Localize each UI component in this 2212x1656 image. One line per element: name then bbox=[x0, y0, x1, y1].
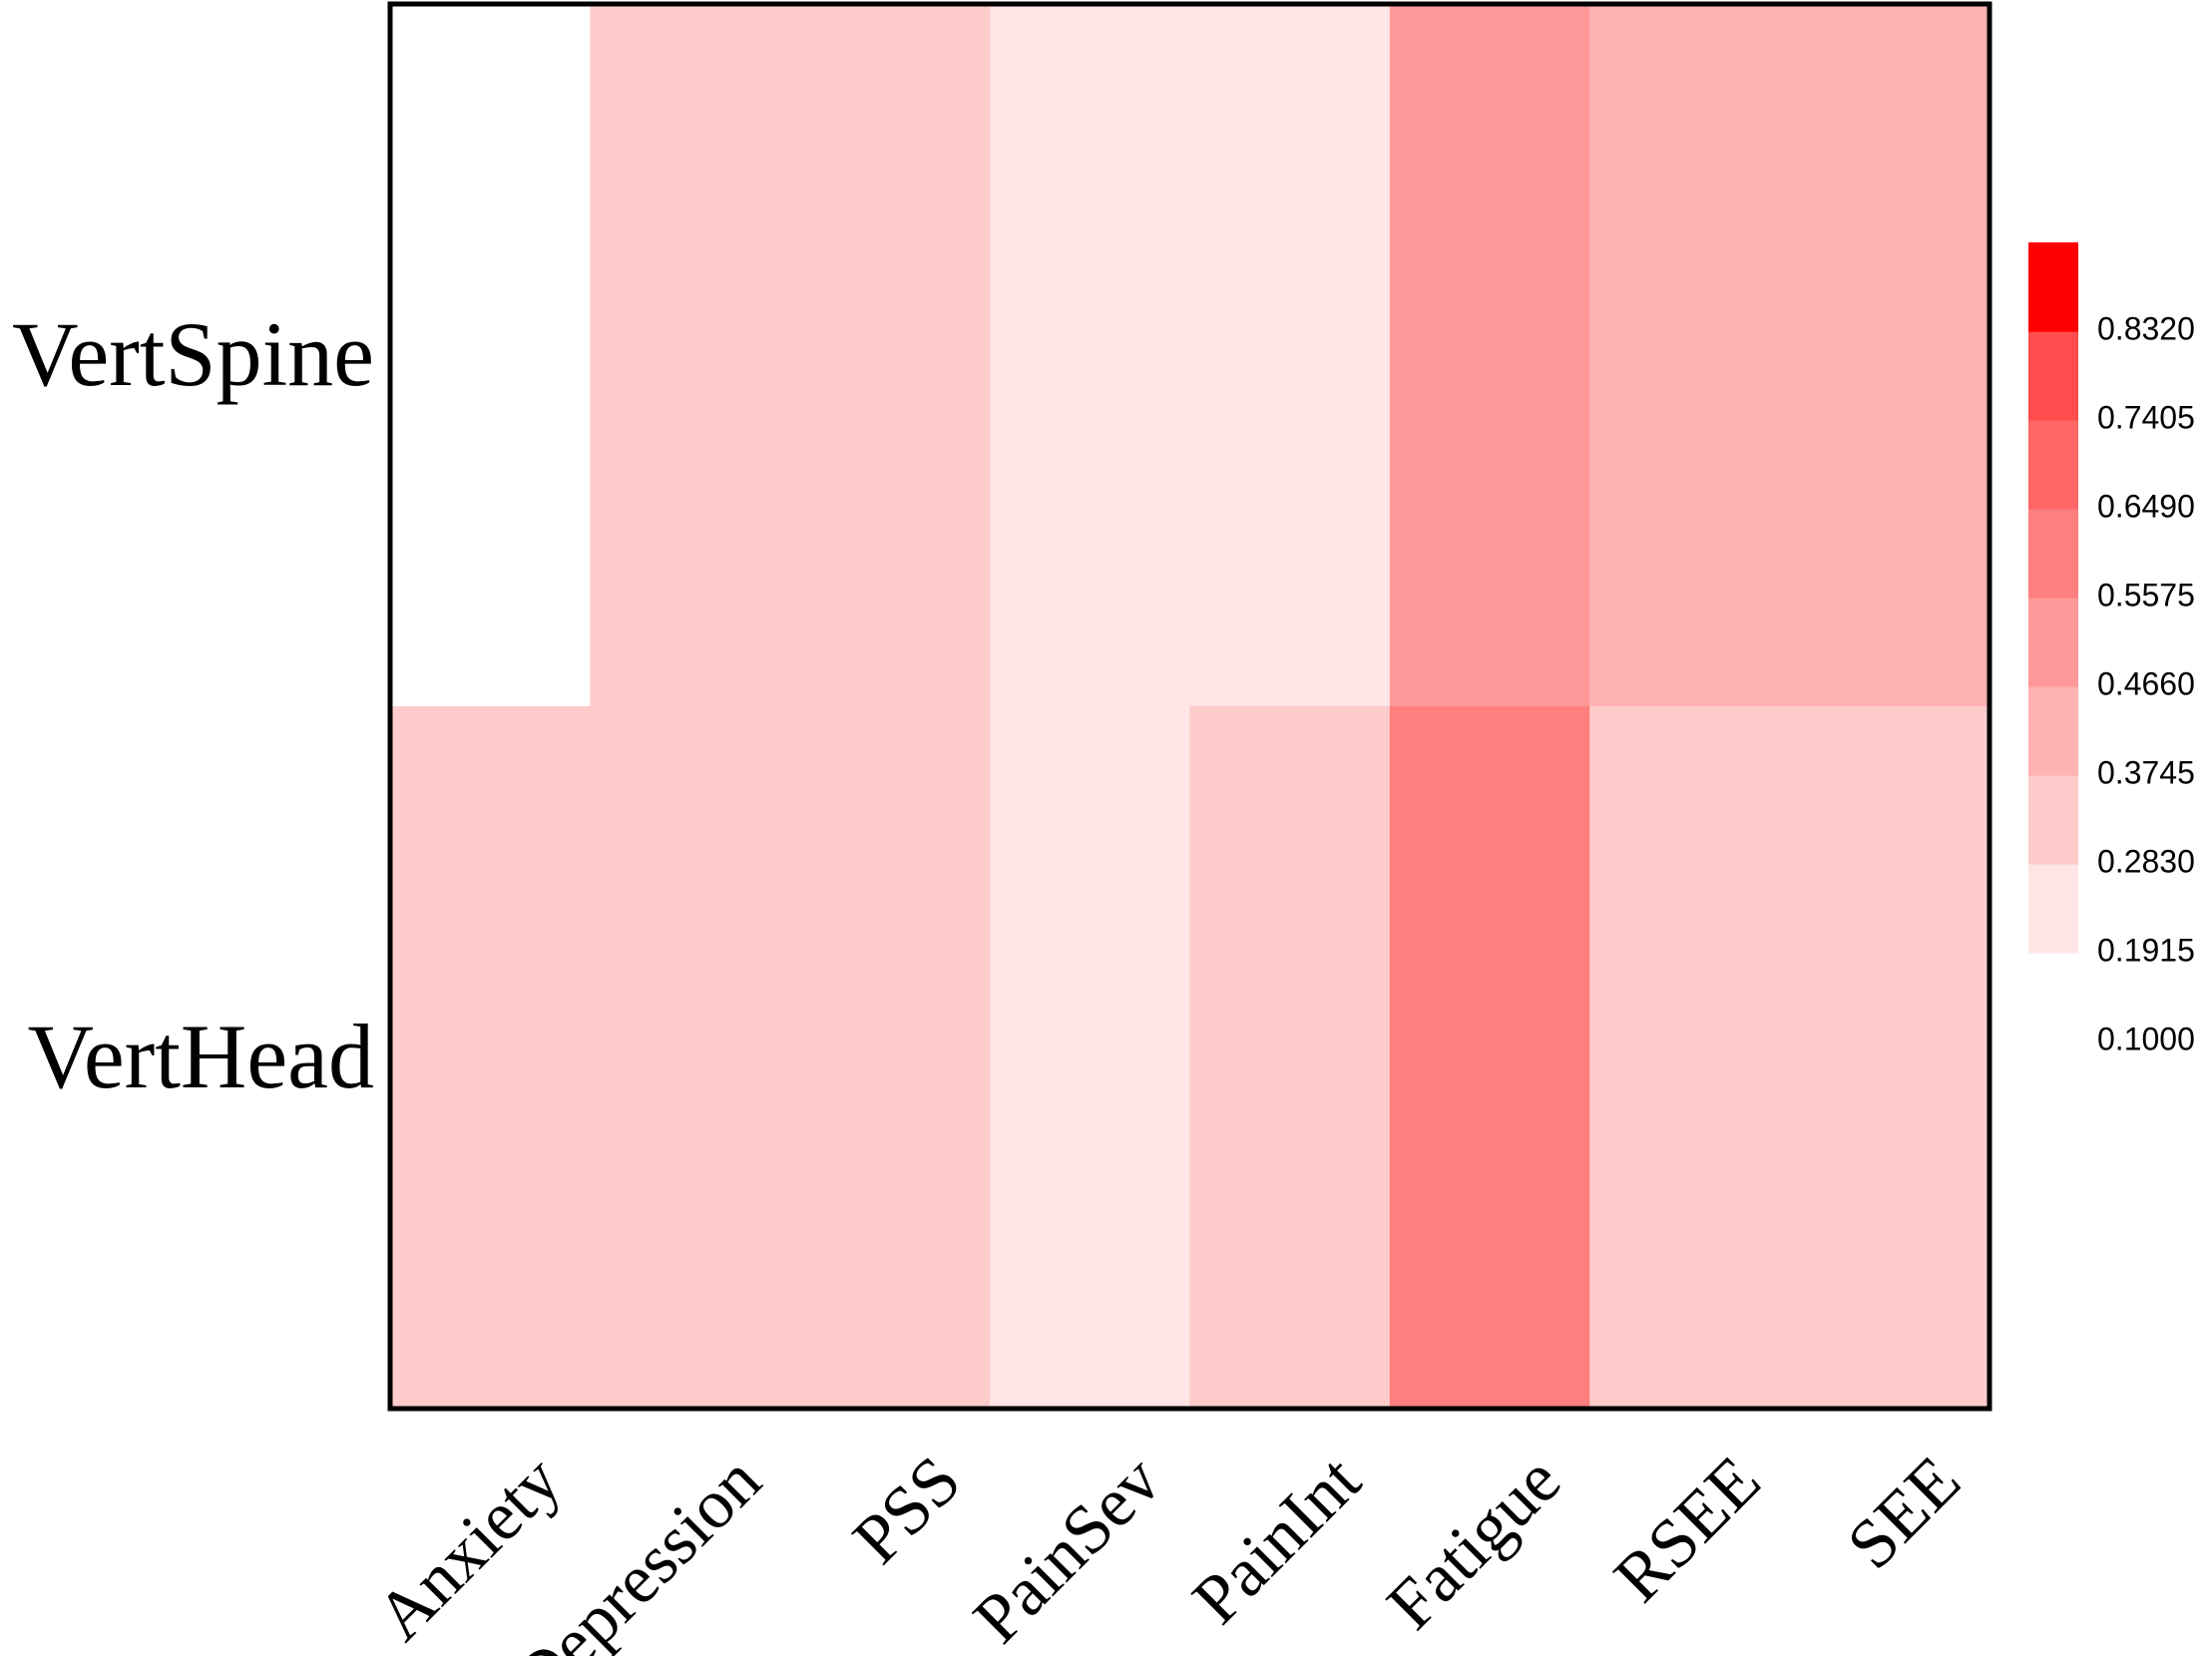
legend-tick-label: 0.8320 bbox=[2097, 310, 2195, 346]
legend-tick-label: 0.2830 bbox=[2097, 843, 2195, 879]
cell-vertspine-see bbox=[1789, 4, 1991, 707]
cell-vertspine-pss bbox=[789, 4, 991, 707]
color-legend: 0.8320 0.7405 0.6490 0.5575 0.4660 0.3745 0.28… bbox=[2028, 242, 2195, 1056]
heatmap-cells bbox=[390, 4, 1991, 1410]
column-label-fatigue: Fatigue bbox=[1373, 1442, 1575, 1644]
plot-frame bbox=[387, 1, 1992, 1412]
legend-tick-label: 0.7405 bbox=[2097, 399, 2195, 435]
legend-swatch-0 bbox=[2028, 953, 2078, 1042]
cell-vertspine-depression bbox=[590, 4, 791, 707]
cell-verthead-anxiety bbox=[390, 706, 591, 1410]
legend-swatch-6 bbox=[2028, 420, 2078, 510]
cell-verthead-pss bbox=[789, 706, 991, 1410]
legend-swatch-4 bbox=[2028, 598, 2078, 687]
cell-verthead-painsev bbox=[990, 706, 1191, 1410]
legend-swatch-1 bbox=[2028, 864, 2078, 954]
cell-vertspine-anxiety bbox=[390, 4, 591, 707]
cell-verthead-painint bbox=[1189, 706, 1391, 1410]
legend-tick-label: 0.5575 bbox=[2097, 577, 2195, 613]
row-labels: VertSpine VertHead bbox=[12, 303, 374, 1107]
legend-swatch-8 bbox=[2028, 242, 2078, 332]
column-label-rsee: RSEE bbox=[1600, 1442, 1775, 1616]
legend-swatch-2 bbox=[2028, 775, 2078, 865]
cell-vertspine-rsee bbox=[1589, 4, 1791, 707]
legend-swatch-3 bbox=[2028, 686, 2078, 776]
cell-verthead-depression bbox=[590, 706, 791, 1410]
legend-tick-label: 0.3745 bbox=[2097, 754, 2195, 790]
legend-swatch-5 bbox=[2028, 509, 2078, 599]
legend-tick-label: 0.1915 bbox=[2097, 932, 2195, 968]
column-label-see: SEE bbox=[1833, 1442, 1975, 1583]
legend-tick-label: 0.1000 bbox=[2097, 1021, 2195, 1056]
cell-verthead-rsee bbox=[1589, 706, 1791, 1410]
column-label-painint: PainInt bbox=[1178, 1442, 1376, 1639]
column-label-painsev: PainSev bbox=[959, 1442, 1175, 1656]
cell-vertspine-fatigue bbox=[1389, 4, 1590, 707]
row-label-vertspine: VertSpine bbox=[12, 303, 374, 405]
column-label-pss: PSS bbox=[839, 1442, 976, 1578]
legend-tick-label: 0.4660 bbox=[2097, 665, 2195, 701]
cell-vertspine-painsev bbox=[990, 4, 1191, 707]
legend-swatch-7 bbox=[2028, 331, 2078, 421]
cell-verthead-fatigue bbox=[1389, 706, 1590, 1410]
row-label-verthead: VertHead bbox=[28, 1006, 374, 1107]
cell-vertspine-painint bbox=[1189, 4, 1391, 707]
cell-verthead-see bbox=[1789, 706, 1991, 1410]
legend-tick-label: 0.6490 bbox=[2097, 488, 2195, 524]
